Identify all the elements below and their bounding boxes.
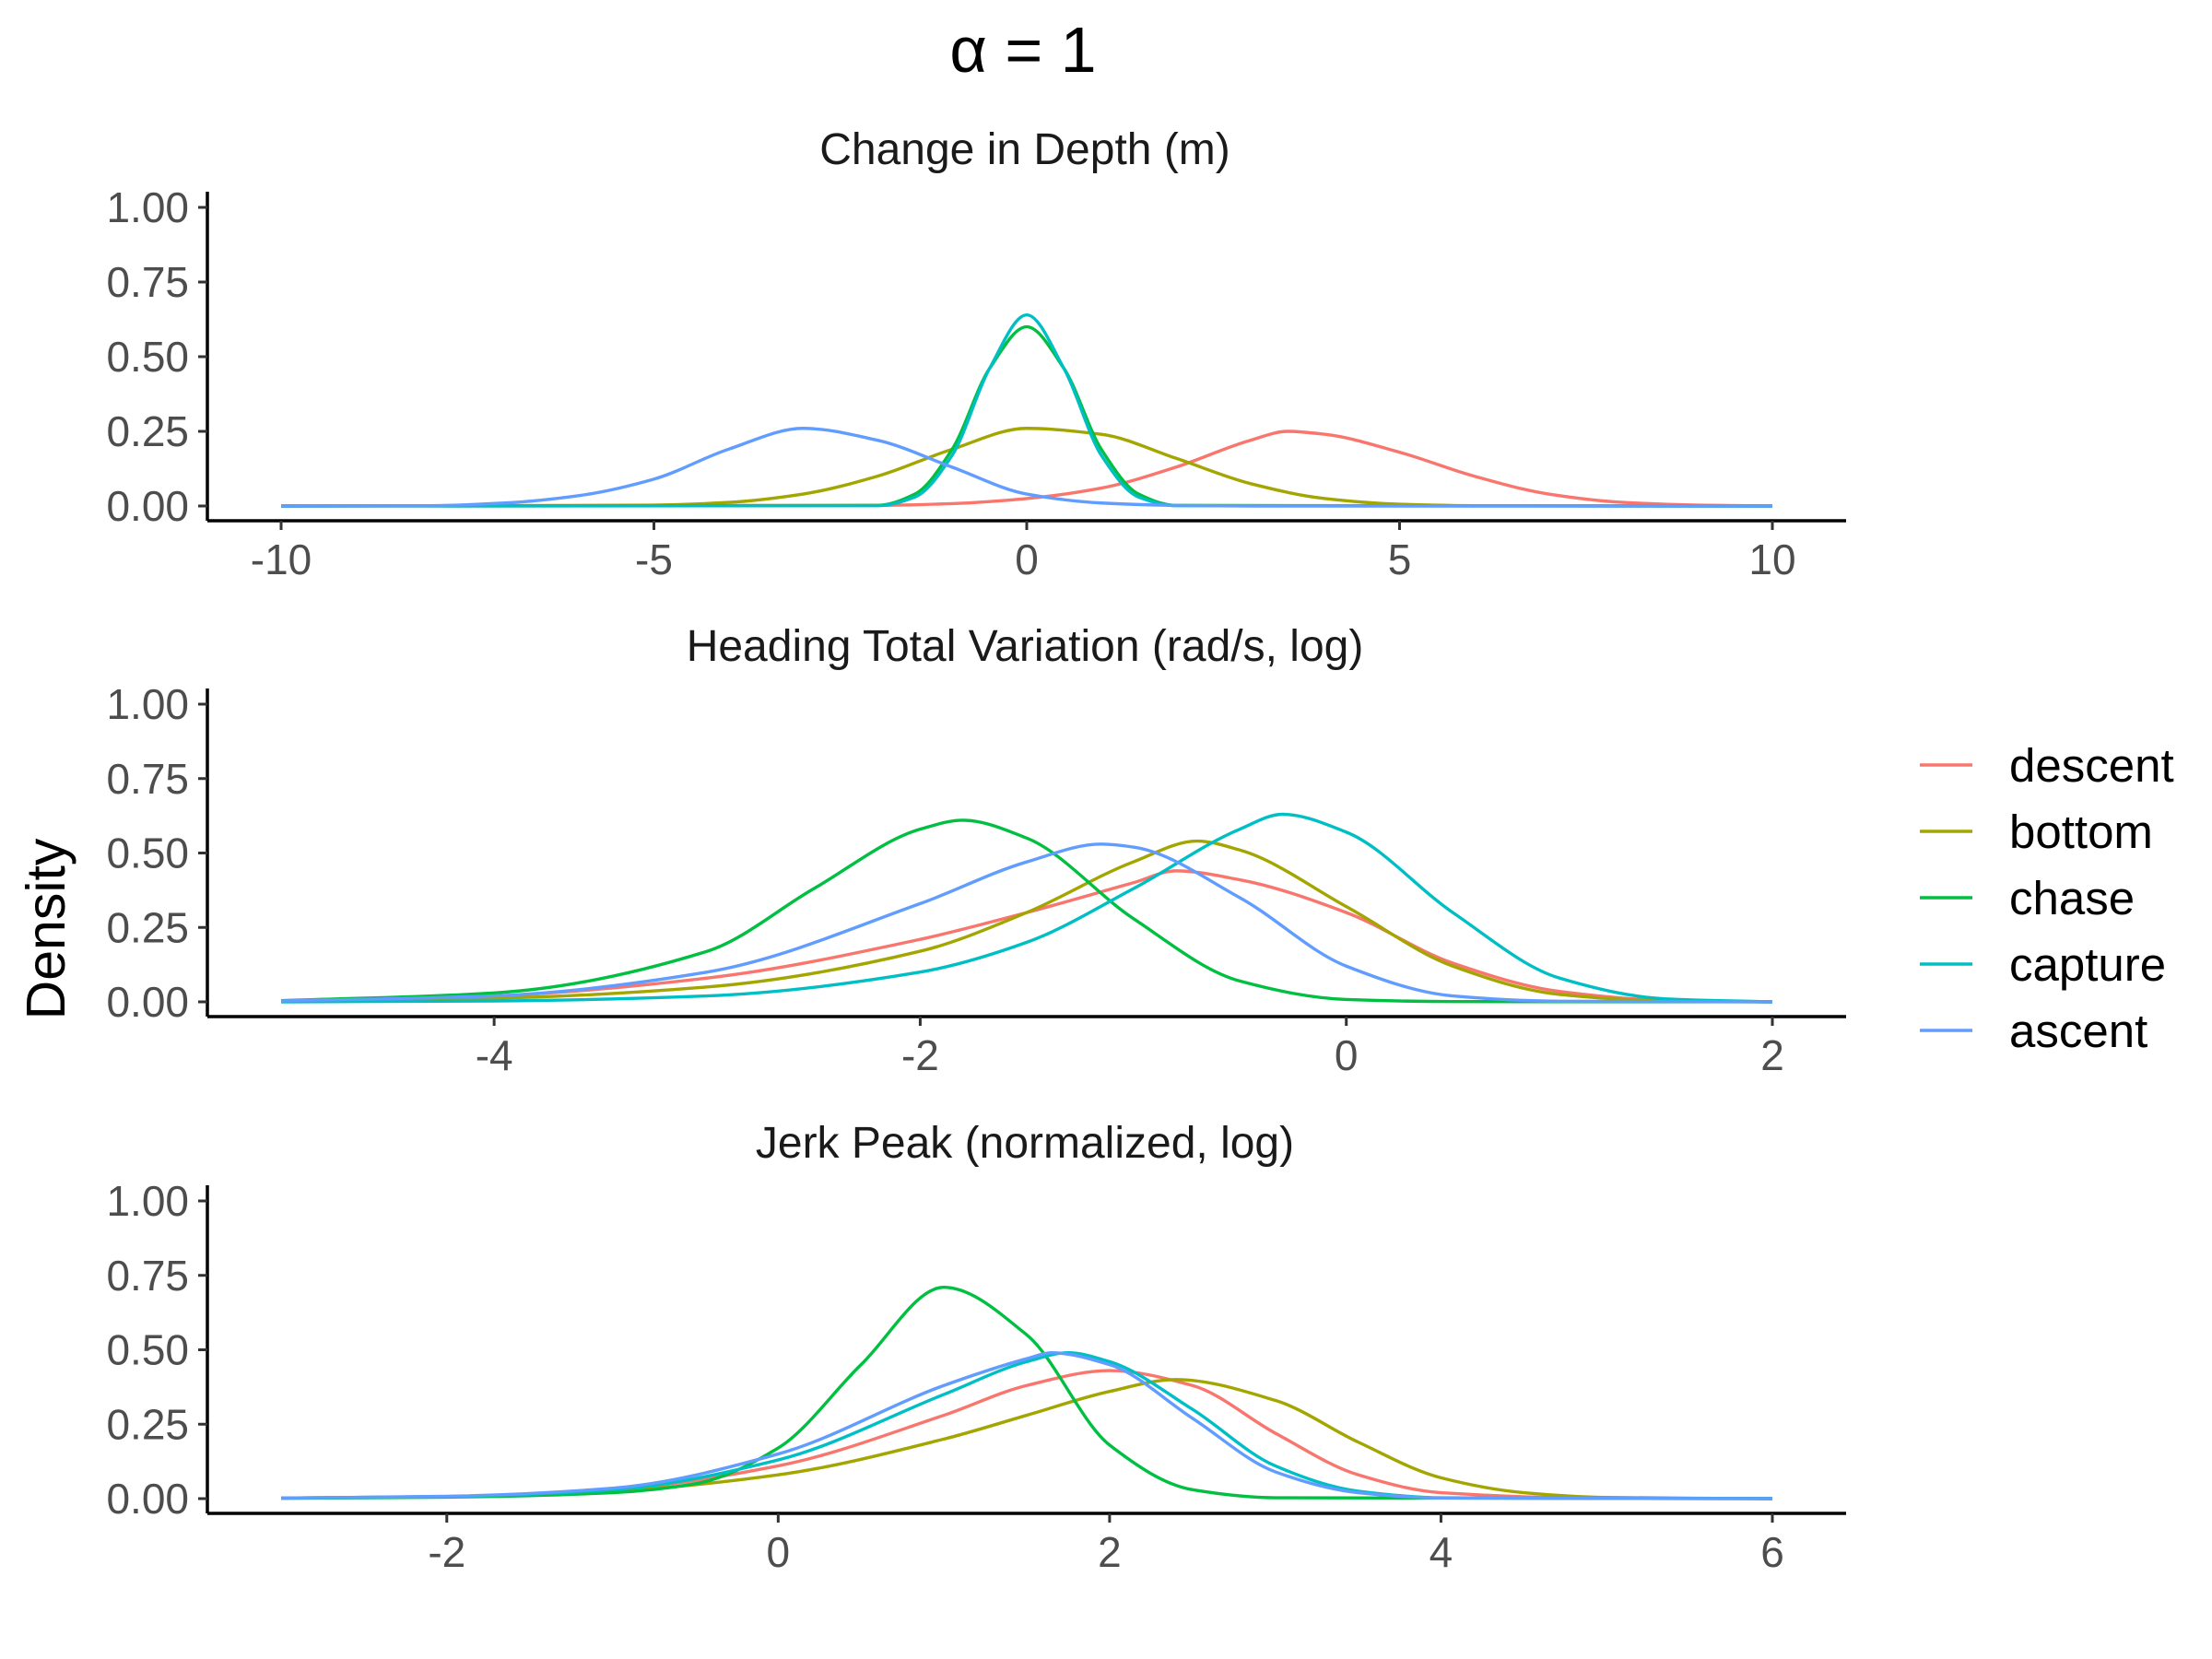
x-tick-label: 4 <box>1430 1528 1453 1576</box>
panels: Change in Depth (m) 0.00 0.25 0.50 0.75 1.00 -… <box>106 125 1846 1576</box>
panel-heading-total-variation-rad-s-log: Heading Total Variation (rad/s, log) 0.00… <box>106 622 1846 1079</box>
series-line-bottom <box>280 839 1773 1004</box>
y-tick-label: 0.00 <box>106 1475 189 1523</box>
y-tick-label: 0.50 <box>106 333 189 381</box>
series-line-bottom <box>280 1378 1773 1500</box>
y-tick-label: 0.50 <box>106 830 189 877</box>
series-line-descent <box>280 1369 1773 1500</box>
panel-jerk-peak-normalized-log: Jerk Peak (normalized, log) 0.00 0.25 0.50 0… <box>106 1119 1846 1576</box>
y-tick-label: 0.25 <box>106 407 189 455</box>
legend-item-ascent: ascent <box>1920 1005 2147 1057</box>
x-tick-label: -2 <box>428 1528 465 1576</box>
y-tick-label: 1.00 <box>106 183 189 231</box>
legend-label: bottom <box>2009 806 2153 858</box>
series-line-capture <box>280 812 1773 1004</box>
legend-item-capture: capture <box>1920 938 2166 991</box>
x-tick-label: 10 <box>1748 535 1795 583</box>
legend: descent bottom chase capture ascent <box>1920 739 2174 1057</box>
legend-item-descent: descent <box>1920 739 2174 792</box>
series-line-chase <box>280 1285 1773 1500</box>
x-tick-label: 2 <box>1098 1528 1122 1576</box>
legend-label: chase <box>2009 872 2135 924</box>
x-tick-label: 5 <box>1388 535 1412 583</box>
legend-item-chase: chase <box>1920 872 2135 924</box>
x-tick-label: 2 <box>1760 1031 1784 1079</box>
y-tick-label: 0.25 <box>106 1400 189 1448</box>
y-tick-label: 0.50 <box>106 1326 189 1374</box>
legend-label: ascent <box>2009 1005 2147 1057</box>
series-line-capture <box>280 1351 1773 1500</box>
series-line-capture <box>280 312 1773 508</box>
series-line-ascent <box>280 427 1772 508</box>
y-tick-label: 0.25 <box>106 903 189 951</box>
legend-label: capture <box>2009 938 2166 991</box>
series-line-chase <box>280 818 1773 1004</box>
y-tick-label: 1.00 <box>106 1177 189 1225</box>
main-title: α = 1 <box>949 14 1096 86</box>
x-tick-label: 0 <box>1335 1031 1359 1079</box>
x-tick-label: 0 <box>1015 535 1039 583</box>
legend-label: descent <box>2009 739 2174 792</box>
series-line-chase <box>280 324 1773 508</box>
x-tick-label: 6 <box>1760 1528 1784 1576</box>
y-tick-label: 0.75 <box>106 1252 189 1300</box>
legend-item-bottom: bottom <box>1920 806 2153 858</box>
x-tick-label: 0 <box>767 1528 791 1576</box>
y-tick-label: 1.00 <box>106 680 189 728</box>
series-line-descent <box>280 869 1773 1004</box>
x-tick-label: -10 <box>251 535 312 583</box>
x-tick-label: -2 <box>901 1031 939 1079</box>
panel-title: Heading Total Variation (rad/s, log) <box>687 622 1364 671</box>
y-tick-label: 0.75 <box>106 258 189 306</box>
panel-title: Change in Depth (m) <box>819 125 1230 174</box>
panel-change-in-depth-m: Change in Depth (m) 0.00 0.25 0.50 0.75 1.00 -… <box>106 125 1846 583</box>
x-tick-label: -5 <box>635 535 673 583</box>
y-tick-label: 0.75 <box>106 755 189 803</box>
y-tick-label: 0.00 <box>106 978 189 1026</box>
series-line-ascent <box>280 1351 1773 1500</box>
y-tick-label: 0.00 <box>106 482 189 530</box>
panel-title: Jerk Peak (normalized, log) <box>756 1119 1294 1168</box>
series-line-ascent <box>280 842 1773 1004</box>
y-axis-label: Density <box>16 838 76 1019</box>
x-tick-label: -4 <box>476 1031 513 1079</box>
